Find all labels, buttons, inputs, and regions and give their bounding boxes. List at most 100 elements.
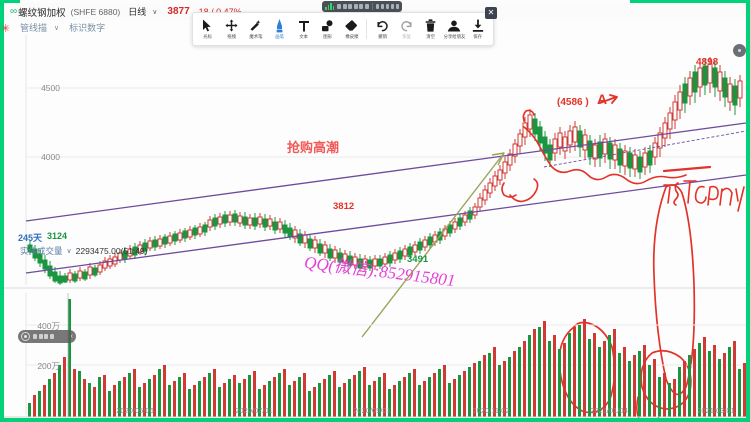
instrument-name: 螺纹钢加权 xyxy=(18,7,66,19)
move-icon xyxy=(225,19,238,33)
x-tick-4: 2021/01/04 xyxy=(590,406,628,415)
undo-icon xyxy=(376,19,389,33)
record-asterisk-icon: ✳ xyxy=(1,23,11,35)
trend-channel xyxy=(25,122,746,274)
chevron-down-icon-subbar[interactable]: ∨ xyxy=(54,24,60,32)
eraser-icon xyxy=(345,19,358,33)
trash-icon xyxy=(425,19,436,33)
tool-eraser-label: 橡皮擦 xyxy=(344,33,359,39)
close-icon[interactable]: ✕ xyxy=(485,7,497,19)
tool-shape-label: 图形 xyxy=(323,33,332,39)
rush-arrow xyxy=(361,152,505,338)
screen-record-pill[interactable] xyxy=(322,1,402,12)
channel-upper xyxy=(25,122,746,222)
annot-hw-1 xyxy=(663,184,673,204)
x-tick-2: 2020/09/01 xyxy=(353,406,391,415)
annot-hw-c xyxy=(694,185,707,204)
tool-cursor[interactable]: 光标 xyxy=(196,14,220,44)
chart-canvas[interactable] xyxy=(4,35,746,418)
chevron-left-icon[interactable]: ‹ xyxy=(70,333,73,340)
channel-projection xyxy=(543,130,746,168)
tool-brush[interactable]: 画笔 xyxy=(268,14,292,44)
tool-move-label: 拖拽 xyxy=(227,33,237,39)
low-value-tag: 3124 xyxy=(47,231,68,241)
cursor-icon xyxy=(202,19,213,33)
frame-edge-right xyxy=(746,0,750,422)
toolbar-divider-1 xyxy=(366,19,368,39)
chevron-down-icon-volume[interactable]: ∨ xyxy=(66,248,72,255)
tool-save-label: 保存 xyxy=(473,33,483,39)
days-tag: 245天 xyxy=(18,233,43,243)
frame-edge-top-right xyxy=(630,0,750,3)
edge-drag-handle[interactable] xyxy=(733,44,746,57)
mic-icon[interactable] xyxy=(375,4,399,9)
annotation-mid-high: 3812 xyxy=(333,201,355,212)
annot-wave-path xyxy=(523,126,687,185)
tool-magic-wand-label: 魔术笔 xyxy=(249,33,263,39)
annot-hw-n xyxy=(719,187,733,206)
tool-cursor-label: 光标 xyxy=(203,33,213,39)
player-label-glyphs xyxy=(33,334,68,339)
tool-delete[interactable]: 清空 xyxy=(418,14,442,44)
subbar-item-0[interactable]: 管线描 xyxy=(20,23,48,33)
period-selector[interactable]: 日线 xyxy=(128,7,147,17)
tool-undo-label: 撤销 xyxy=(377,33,387,39)
drawing-toolbar[interactable]: ✕ 光标 拖拽 魔术笔 xyxy=(192,7,497,46)
download-icon xyxy=(472,19,484,33)
frame-edge-top-left xyxy=(0,0,20,3)
tool-redo[interactable]: 恢复 xyxy=(394,14,418,44)
volume-indicator-name[interactable]: 实体成交量 xyxy=(20,246,63,256)
y-tick-vol-200: 200万 xyxy=(37,361,60,371)
chart-area[interactable]: 4500 4000 400万 200万 2020/05/06 2020/07/0… xyxy=(4,35,746,418)
tool-text-label: 文本 xyxy=(299,33,309,39)
record-button-icon[interactable] xyxy=(21,332,30,341)
annot-bracket xyxy=(501,182,517,198)
redo-icon xyxy=(400,19,413,33)
volume-value: 2293475.00(51:49) xyxy=(75,246,148,256)
annotation-wave-label: (4586 ) xyxy=(557,97,589,108)
chevron-down-icon[interactable]: ∨ xyxy=(152,8,158,16)
tool-text[interactable]: 文本 xyxy=(292,14,316,44)
tool-shape[interactable]: 图形 xyxy=(316,14,340,44)
annot-u-scrawl xyxy=(636,396,661,418)
tool-eraser[interactable]: 橡皮擦 xyxy=(340,14,364,44)
annot-hw-p xyxy=(707,185,719,206)
annot-hw-y xyxy=(735,186,745,212)
annot-underline xyxy=(662,165,712,173)
mini-player-pill[interactable]: ‹ xyxy=(18,330,76,343)
tool-delete-label: 清空 xyxy=(425,33,435,39)
tool-share-label: 分享给朋友 xyxy=(443,33,465,39)
record-label-glyphs xyxy=(337,4,369,9)
tool-move[interactable]: 拖拽 xyxy=(220,14,244,44)
y-tick-4500: 4500 xyxy=(41,83,60,93)
annot-hook xyxy=(509,178,539,203)
brush-icon xyxy=(274,18,285,33)
x-tick-1: 2020/07/01 xyxy=(235,406,273,415)
annot-arrow-a xyxy=(599,94,618,104)
y-tick-4000: 4000 xyxy=(41,152,60,162)
tool-brush-label: 画笔 xyxy=(275,33,285,39)
x-tick-3: 2020/11/02 xyxy=(472,406,510,415)
volume-indicator-header[interactable]: 实体成交量 ∨ 2293475.00(51:49) xyxy=(20,245,147,257)
x-tick-0: 2020/05/06 xyxy=(116,406,154,415)
channel-lower xyxy=(25,174,746,274)
tool-redo-label: 恢复 xyxy=(401,33,411,39)
subbar-item-1[interactable]: 标识数字 xyxy=(69,23,106,33)
instrument-code: (SHFE 6880) xyxy=(70,6,121,17)
tool-magic-wand[interactable]: 魔术笔 xyxy=(244,14,268,44)
magic-wand-icon xyxy=(249,19,262,33)
tool-share[interactable]: 分享给朋友 xyxy=(442,14,466,44)
annot-hw-t xyxy=(683,180,697,204)
annotation-rush-peak: 抢购高潮 xyxy=(287,140,340,155)
annot-hw-s xyxy=(673,182,679,206)
frame-edge-left xyxy=(0,0,4,422)
annotation-wave-a: A xyxy=(597,91,608,107)
y-tick-vol-400: 400万 xyxy=(37,321,60,331)
link-icon: ∞ xyxy=(10,6,17,17)
tool-undo[interactable]: 撤销 xyxy=(370,14,394,44)
volume-series xyxy=(28,299,746,417)
tool-save[interactable]: 保存 xyxy=(466,14,490,44)
person-icon xyxy=(447,19,461,33)
shape-icon xyxy=(321,19,334,33)
